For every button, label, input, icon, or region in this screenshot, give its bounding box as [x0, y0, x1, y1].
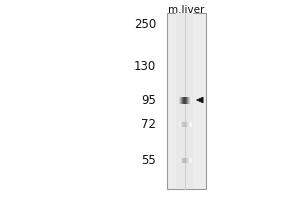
Text: 130: 130: [134, 60, 156, 72]
Bar: [176, 13, 193, 189]
Text: 72: 72: [141, 117, 156, 130]
Text: m.liver: m.liver: [168, 5, 204, 15]
Text: 55: 55: [141, 154, 156, 166]
Bar: [167, 13, 206, 189]
Text: 95: 95: [141, 94, 156, 106]
Polygon shape: [196, 97, 203, 103]
Text: 250: 250: [134, 18, 156, 30]
